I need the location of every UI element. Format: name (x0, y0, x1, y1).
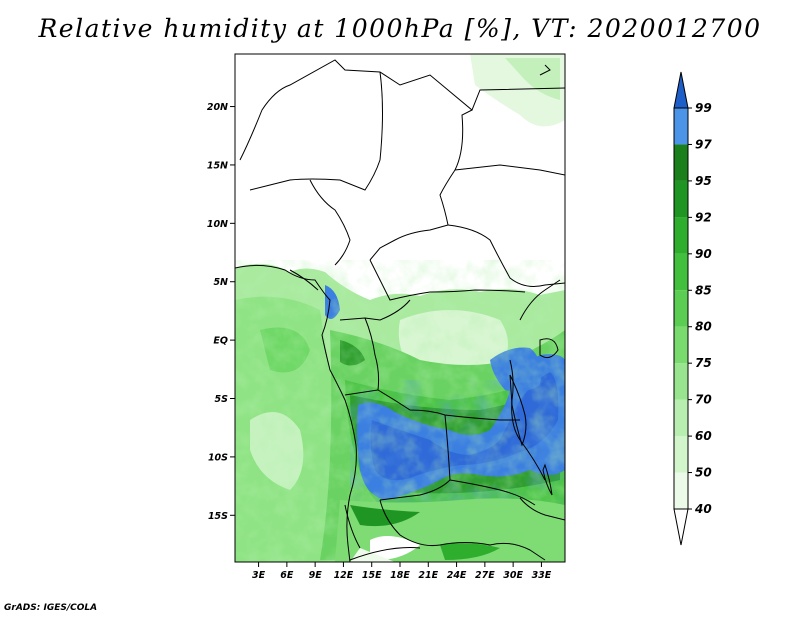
colorbar-label: 60 (695, 429, 712, 443)
lat-tick-label: 20N (207, 102, 228, 113)
colorbar-segment (674, 399, 688, 437)
colorbar-label: 80 (695, 320, 712, 334)
lat-tick-label: 5S (215, 394, 229, 405)
lat-tick-label: 5N (213, 277, 228, 288)
colorbar-low-tip (673, 508, 689, 546)
lat-tick-label: 10N (207, 219, 228, 230)
lat-tick-label: 15S (208, 511, 228, 522)
lon-tick-label: 15E (362, 570, 382, 581)
colorbar-segment (674, 472, 688, 509)
latitude-axis: 20N 15N 10N 5N EQ 5S 10S 15S (207, 102, 235, 522)
colorbar-segment (674, 108, 688, 145)
colorbar-segment (674, 253, 688, 291)
colorbar-frame (673, 107, 689, 510)
lon-tick-label: 27E (475, 570, 495, 581)
colorbar-segment (674, 180, 688, 218)
colorbar-label: 40 (694, 502, 712, 516)
longitude-axis: 3E 6E 9E 12E 15E 18E 21E 24E 27E 30E 33E (252, 562, 552, 581)
colorbar: 40 50 60 70 75 80 85 90 92 95 97 99 (673, 71, 712, 546)
lat-tick-label: 10S (208, 452, 228, 463)
lon-tick-label: 30E (503, 570, 523, 581)
humidity-field (235, 54, 565, 562)
grads-credit: GrADS: IGES/COLA (4, 603, 98, 613)
colorbar-label: 85 (695, 283, 712, 297)
colorbar-label: 97 (695, 137, 712, 151)
colorbar-label: 99 (695, 101, 712, 115)
lon-tick-label: 12E (334, 570, 354, 581)
lon-tick-label: 24E (447, 570, 467, 581)
colorbar-label: 90 (695, 247, 712, 261)
country-borders (235, 59, 565, 562)
colorbar-segment (674, 144, 688, 181)
lon-tick-label: 9E (309, 570, 323, 581)
colorbar-segment (674, 217, 688, 254)
map-title: Relative humidity at 1000hPa [%], VT: 20… (38, 14, 762, 43)
lon-tick-label: 18E (390, 570, 410, 581)
colorbar-label: 92 (695, 210, 712, 224)
colorbar-segment (674, 290, 688, 327)
lat-tick-label: EQ (213, 336, 228, 347)
colorbar-segment (674, 436, 688, 473)
colorbar-label: 70 (695, 393, 712, 407)
lon-tick-label: 33E (532, 570, 552, 581)
lon-tick-label: 3E (252, 570, 266, 581)
colorbar-segment (674, 363, 688, 400)
colorbar-segment (674, 326, 688, 364)
colorbar-label: 50 (695, 466, 712, 480)
lon-tick-label: 6E (280, 570, 294, 581)
colorbar-label: 95 (695, 174, 712, 188)
lat-tick-label: 15N (207, 160, 228, 171)
colorbar-label: 75 (695, 356, 712, 370)
lon-tick-label: 21E (418, 570, 438, 581)
colorbar-high-tip (673, 71, 689, 109)
